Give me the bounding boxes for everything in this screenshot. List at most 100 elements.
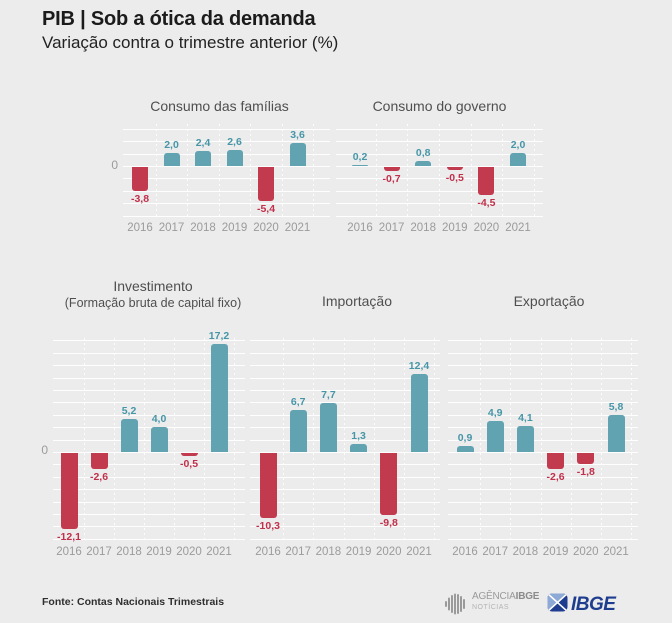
bar-2016 <box>132 167 148 191</box>
gridline <box>448 414 638 416</box>
bar-2017 <box>90 453 108 470</box>
year-label-2017: 2017 <box>285 546 311 558</box>
gridline <box>250 427 440 429</box>
gridline <box>448 476 638 478</box>
year-label-2016: 2016 <box>255 546 281 558</box>
gridline-dashed <box>114 338 115 540</box>
year-label-2021: 2021 <box>603 546 629 558</box>
gridline <box>250 476 440 478</box>
gridline <box>448 427 638 429</box>
value-label-2018: 4,1 <box>518 412 533 425</box>
value-label-2019: 4,0 <box>151 412 167 425</box>
value-label-2017: 6,7 <box>290 395 306 408</box>
gridline <box>53 377 245 379</box>
gridline-dashed <box>375 124 377 216</box>
gridline-dashed <box>439 124 440 216</box>
bar-2020 <box>577 453 595 465</box>
year-label-2020: 2020 <box>573 546 599 558</box>
bar-2016 <box>259 453 277 518</box>
value-label-2019: -2,6 <box>546 471 565 484</box>
year-label-2019: 2019 <box>146 546 172 558</box>
year-label-2016: 2016 <box>56 546 82 558</box>
bar-2020 <box>478 167 495 196</box>
value-label-2016: -12,1 <box>57 531 81 544</box>
gridline <box>53 439 245 441</box>
gridline-dashed <box>234 338 235 540</box>
gridline <box>53 352 245 354</box>
gridline <box>448 464 638 466</box>
ibge-emblem-icon <box>547 593 568 617</box>
year-label-2017: 2017 <box>378 222 405 234</box>
value-label-2020: -9,8 <box>379 516 398 529</box>
value-label-2019: 2,6 <box>227 135 242 148</box>
gridline <box>448 439 638 441</box>
value-label-2018: 0,8 <box>415 146 431 159</box>
agencia-ibge-label: IBGE <box>515 591 540 602</box>
year-label-2017: 2017 <box>482 546 508 558</box>
gridline-dashed <box>502 124 504 216</box>
gridline-dashed <box>403 338 405 540</box>
value-label-2021: 3,6 <box>290 129 305 142</box>
year-label-2019: 2019 <box>221 222 248 234</box>
gridline <box>123 141 330 143</box>
gridline <box>448 501 638 503</box>
agencia-ibge-sunburst-icon <box>444 592 468 621</box>
bar-2019 <box>547 453 565 470</box>
value-label-2020: -1,8 <box>576 466 595 479</box>
value-label-2021: 12,4 <box>408 359 430 372</box>
bar-2019 <box>446 167 463 171</box>
chart-title-consumo-governo: Consumo do governo <box>372 98 507 114</box>
gridline <box>250 489 440 491</box>
gridline-dashed <box>540 338 542 540</box>
gridline <box>123 190 330 192</box>
gridline <box>250 538 440 540</box>
axis-zero-label-row2: 0 <box>41 443 48 457</box>
year-label-2021: 2021 <box>505 222 531 234</box>
bar-2018 <box>516 426 534 452</box>
gridline-dashed <box>313 124 315 216</box>
value-label-2020: -5,4 <box>256 203 276 216</box>
gridline <box>250 452 440 453</box>
chart-title-investimento: Investimento (Formação bruta de capital … <box>57 278 249 310</box>
year-label-2019: 2019 <box>442 222 468 234</box>
bar-2017 <box>289 409 307 452</box>
gridline <box>53 464 245 466</box>
value-label-2021: 5,8 <box>608 401 624 414</box>
gridline-dashed <box>480 338 482 540</box>
bar-2017 <box>383 167 400 172</box>
gridline <box>53 538 245 540</box>
year-label-2020: 2020 <box>253 222 279 234</box>
chart-title-exportacao: Exportação <box>513 293 585 309</box>
bar-2019 <box>226 149 243 166</box>
year-label-2019: 2019 <box>345 546 372 558</box>
page-subtitle: Variação contra o trimestre anterior (%) <box>42 33 339 52</box>
source-note: Fonte: Contas Nacionais Trimestrais <box>42 596 225 608</box>
page-title: PIB | Sob a ótica da demanda <box>42 8 316 30</box>
year-label-2021: 2021 <box>284 222 311 234</box>
gridline-dashed <box>631 338 633 540</box>
gridline <box>250 514 440 515</box>
value-label-2017: 2,0 <box>164 139 179 152</box>
bar-2016 <box>60 453 78 530</box>
value-label-2021: 17,2 <box>208 329 230 342</box>
agencia-label: AGÊNCIA <box>472 591 516 602</box>
gridline-dashed <box>155 124 157 216</box>
gridline <box>53 501 245 503</box>
gridline <box>448 452 638 453</box>
gridline <box>123 178 330 180</box>
year-label-2018: 2018 <box>116 546 142 558</box>
value-label-2018: 7,7 <box>321 389 336 402</box>
agencia-ibge-logo-text: AGÊNCIAIBGE NOTÍCIAS <box>472 591 540 612</box>
gridline <box>250 439 440 441</box>
gridline-dashed <box>510 338 512 540</box>
gridline-dashed <box>250 124 252 216</box>
axis-zero-label-row1: 0 <box>111 158 118 172</box>
gridline-dashed <box>533 124 535 216</box>
gridline <box>250 414 440 416</box>
gridline <box>123 215 330 217</box>
value-label-2016: 0,9 <box>457 432 473 445</box>
gridline <box>123 128 330 130</box>
value-label-2019: 1,3 <box>351 429 366 442</box>
gridline-dashed <box>373 338 375 540</box>
